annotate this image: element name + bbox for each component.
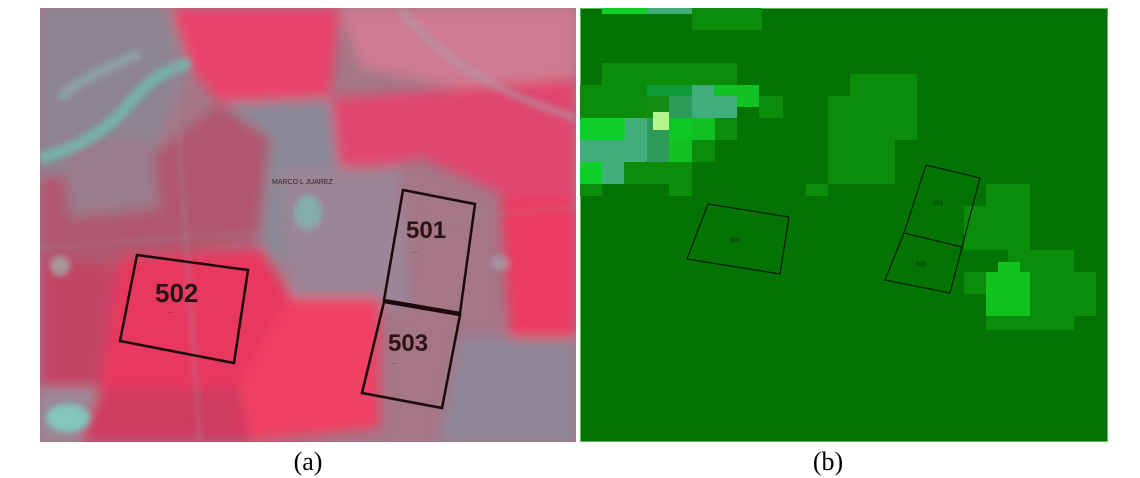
- field-502-label: 502: [730, 238, 741, 244]
- plot-503-sublabel: ...: [392, 360, 397, 366]
- plot-501-outline: 501 ...: [382, 188, 477, 315]
- plot-503-outline: 503 ...: [360, 300, 462, 410]
- field-501-label: 501: [933, 201, 944, 207]
- satellite-image-panel-a: MARCO L JUAREZ 502 ... 501 ... 503 ...: [40, 8, 576, 442]
- plot-502-label: 502: [155, 278, 198, 308]
- plot-503-label: 503: [388, 330, 428, 357]
- plot-501-label: 501: [406, 217, 446, 244]
- field-503-outline: 503: [884, 232, 963, 294]
- caption-b: (b): [812, 447, 844, 476]
- plot-502-outline: 502 ...: [118, 253, 250, 365]
- field-503-label: 503: [916, 262, 927, 268]
- place-label: MARCO L JUAREZ: [272, 179, 334, 186]
- classification-raster: 502 501 503: [580, 8, 1108, 442]
- plot-502-sublabel: ...: [168, 309, 173, 315]
- plot-501-sublabel: ...: [412, 249, 417, 255]
- caption-a: (a): [293, 447, 323, 476]
- classified-map-panel-b: 502 501 503: [580, 8, 1108, 442]
- false-color-image: MARCO L JUAREZ 502 ... 501 ... 503 ...: [40, 8, 576, 442]
- field-502-outline: 502: [686, 203, 790, 275]
